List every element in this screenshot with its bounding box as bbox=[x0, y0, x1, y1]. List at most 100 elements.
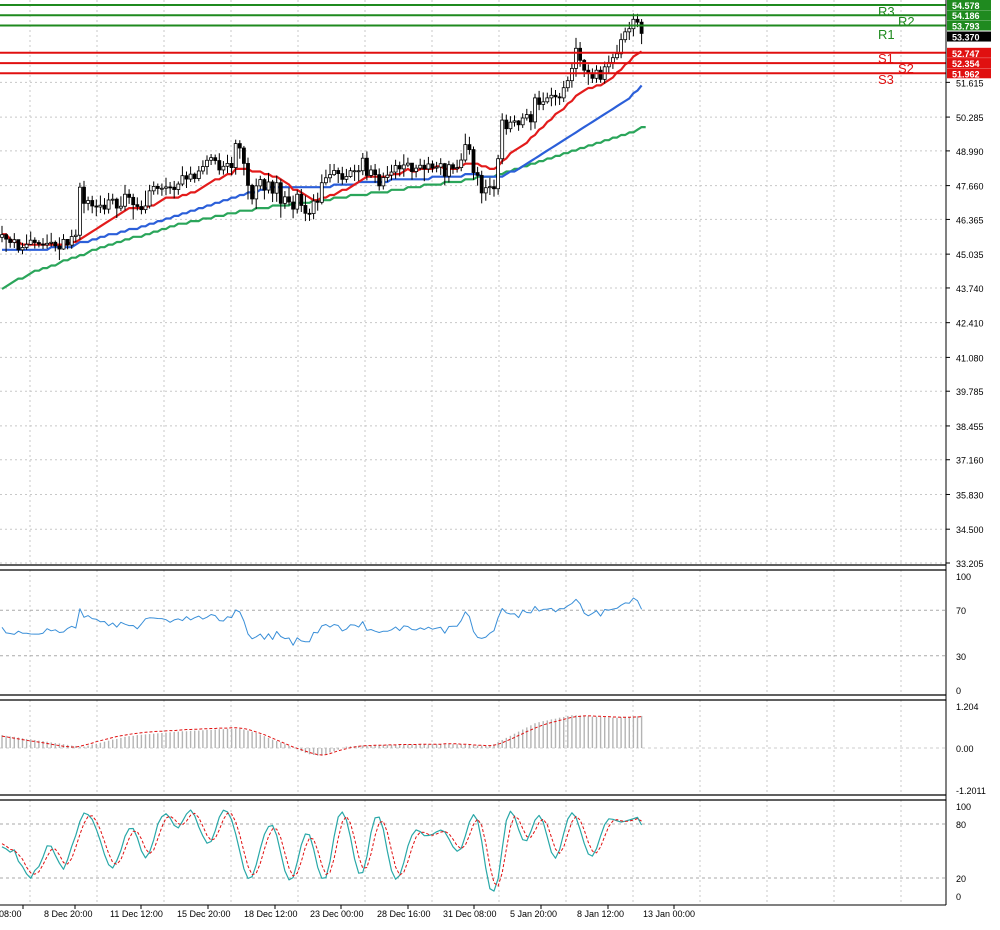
candle-body bbox=[340, 173, 345, 180]
candle-body bbox=[307, 212, 312, 215]
candle-body bbox=[446, 164, 451, 177]
price-tick-label: 37.160 bbox=[956, 456, 984, 466]
candle-body bbox=[8, 238, 13, 243]
candle-body bbox=[570, 67, 574, 82]
candle-body bbox=[422, 164, 427, 170]
price-tick-label: 45.035 bbox=[956, 250, 984, 260]
candle-body bbox=[159, 187, 164, 190]
candle-body bbox=[65, 238, 70, 246]
candle-body bbox=[459, 159, 464, 168]
candle-body bbox=[110, 198, 115, 201]
candle-body bbox=[483, 187, 488, 194]
candle-body bbox=[119, 205, 123, 209]
candle-body bbox=[98, 204, 103, 208]
level-tag bbox=[947, 0, 991, 10]
rsi-tick-label: 70 bbox=[956, 606, 966, 616]
candle-body bbox=[143, 205, 148, 211]
candle-body bbox=[78, 186, 82, 236]
candle-body bbox=[172, 186, 177, 190]
candle-body bbox=[106, 199, 111, 210]
current-price-tag bbox=[947, 31, 991, 42]
candle-body bbox=[360, 157, 365, 172]
candle-body bbox=[356, 170, 361, 173]
candle-body bbox=[266, 181, 271, 191]
candle-body bbox=[4, 234, 8, 240]
candle-body bbox=[553, 94, 558, 98]
candle-body bbox=[102, 204, 107, 210]
price-tick-label: 47.660 bbox=[956, 182, 984, 192]
candle-body bbox=[123, 193, 127, 207]
candle-body bbox=[168, 186, 173, 189]
candle-body bbox=[508, 121, 513, 130]
time-tick-label: 5 Jan 20:00 bbox=[510, 909, 557, 919]
candle-body bbox=[315, 200, 320, 203]
candle-body bbox=[615, 53, 619, 59]
candle-body bbox=[475, 172, 480, 176]
candle-body bbox=[574, 47, 578, 69]
rsi-tick-label: 100 bbox=[956, 572, 971, 582]
price-tick-label: 35.830 bbox=[956, 490, 984, 500]
candle-body bbox=[319, 182, 324, 203]
candle-body bbox=[438, 163, 443, 168]
candle-body bbox=[303, 205, 308, 214]
price-tick-label: 41.080 bbox=[956, 353, 984, 363]
current-price-value: 53.370 bbox=[952, 33, 980, 43]
candle-body bbox=[336, 170, 341, 175]
time-tick-label: 13 Jan 00:00 bbox=[643, 909, 695, 919]
candle-body bbox=[364, 157, 369, 176]
candle-body bbox=[86, 200, 90, 204]
candle-body bbox=[635, 18, 640, 23]
candle-body bbox=[557, 96, 562, 99]
candle-body bbox=[537, 97, 541, 105]
level-label-r2: R2 bbox=[898, 14, 915, 29]
stochastic-main-line bbox=[1, 809, 643, 892]
level-label-r1: R1 bbox=[878, 27, 895, 42]
candle-body bbox=[205, 159, 209, 167]
candle-body bbox=[49, 241, 54, 244]
candle-body bbox=[233, 143, 238, 168]
macd-tick-label: 0.00 bbox=[956, 744, 974, 754]
candle-body bbox=[311, 200, 316, 214]
candle-body bbox=[176, 183, 181, 190]
candle-body bbox=[496, 158, 501, 190]
rsi-tick-label: 0 bbox=[956, 686, 961, 696]
candle-body bbox=[377, 174, 382, 187]
candle-body bbox=[287, 196, 291, 203]
candle-body bbox=[451, 164, 455, 169]
candle-body bbox=[332, 170, 337, 176]
candle-body bbox=[57, 245, 62, 250]
candle-body bbox=[295, 193, 300, 210]
candle-body bbox=[221, 165, 226, 171]
time-tick-label: 11 Dec 12:00 bbox=[110, 909, 163, 919]
candle-body bbox=[561, 87, 566, 99]
candle-body bbox=[250, 184, 255, 200]
level-label-s3: S3 bbox=[878, 72, 894, 87]
candle-body bbox=[282, 196, 287, 204]
price-tick-label: 39.785 bbox=[956, 387, 984, 397]
candle-body bbox=[434, 166, 439, 169]
candle-body bbox=[37, 242, 41, 245]
candle-body bbox=[385, 174, 390, 178]
candle-body bbox=[479, 175, 484, 194]
candle-body bbox=[69, 236, 74, 246]
candle-body bbox=[348, 170, 353, 177]
candle-body bbox=[541, 101, 546, 105]
candle-body bbox=[627, 28, 632, 33]
candle-body bbox=[442, 163, 447, 177]
time-tick-label: 8 Dec 20:00 bbox=[44, 909, 93, 919]
price-tick-label: 48.990 bbox=[956, 147, 984, 157]
candle-body bbox=[533, 97, 537, 123]
candle-body bbox=[278, 182, 283, 204]
candle-body bbox=[24, 243, 29, 248]
candle-body bbox=[397, 165, 402, 170]
time-tick-label: 31 Dec 08:00 bbox=[443, 909, 497, 919]
candle-body bbox=[90, 200, 95, 207]
candle-body bbox=[209, 157, 214, 161]
price-tick-label: 33.205 bbox=[956, 559, 984, 569]
candle-body bbox=[328, 174, 332, 179]
candle-body bbox=[32, 239, 37, 243]
candle-body bbox=[373, 169, 378, 176]
